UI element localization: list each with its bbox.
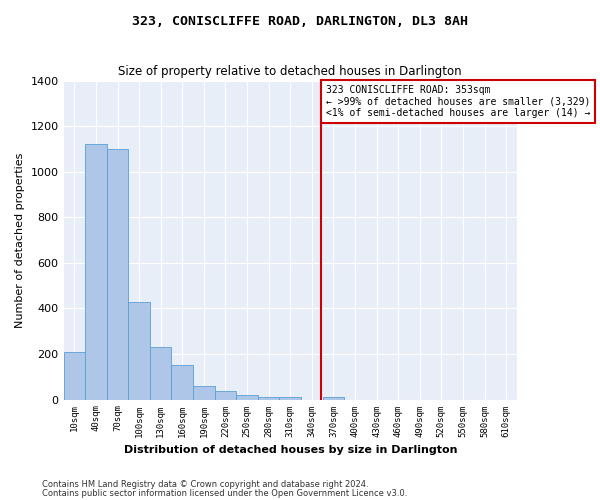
Text: Contains HM Land Registry data © Crown copyright and database right 2024.: Contains HM Land Registry data © Crown c… bbox=[42, 480, 368, 489]
Bar bbox=[215, 391, 236, 400]
Text: 323, CONISCLIFFE ROAD, DARLINGTON, DL3 8AH: 323, CONISCLIFFE ROAD, DARLINGTON, DL3 8… bbox=[132, 15, 468, 28]
Bar bbox=[323, 397, 344, 400]
Bar bbox=[258, 397, 280, 400]
X-axis label: Distribution of detached houses by size in Darlington: Distribution of detached houses by size … bbox=[124, 445, 457, 455]
Bar bbox=[150, 347, 172, 400]
Bar bbox=[128, 302, 150, 400]
Title: Size of property relative to detached houses in Darlington: Size of property relative to detached ho… bbox=[118, 65, 462, 78]
Bar bbox=[236, 394, 258, 400]
Text: Contains public sector information licensed under the Open Government Licence v3: Contains public sector information licen… bbox=[42, 488, 407, 498]
Bar bbox=[280, 397, 301, 400]
Bar bbox=[172, 366, 193, 400]
Bar bbox=[85, 144, 107, 400]
Bar bbox=[107, 149, 128, 400]
Bar bbox=[193, 386, 215, 400]
Text: 323 CONISCLIFFE ROAD: 353sqm
← >99% of detached houses are smaller (3,329)
<1% o: 323 CONISCLIFFE ROAD: 353sqm ← >99% of d… bbox=[326, 85, 590, 118]
Bar bbox=[64, 352, 85, 400]
Y-axis label: Number of detached properties: Number of detached properties bbox=[15, 152, 25, 328]
